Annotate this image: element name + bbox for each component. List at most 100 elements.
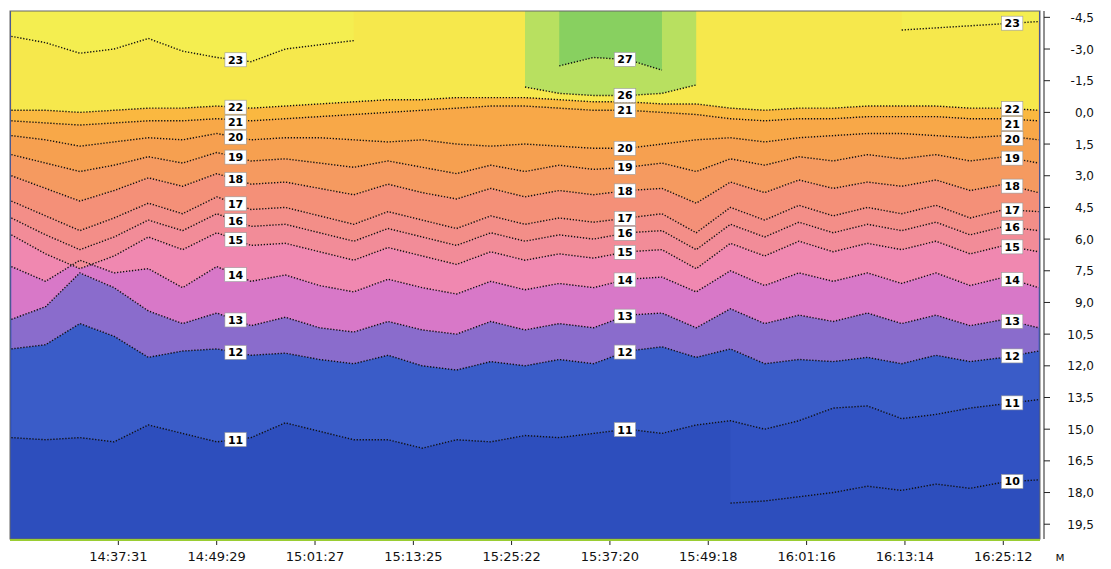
isotherm-label: 22 <box>225 100 246 114</box>
isotherm-area <box>11 11 1038 112</box>
isotherm-line <box>11 400 1038 449</box>
label-box <box>225 345 246 359</box>
isotherm-label: 14 <box>225 268 247 282</box>
isotherm-label-text: 11 <box>1005 397 1020 410</box>
y-tick-label: 3,0 <box>1075 169 1094 183</box>
isotherm-label-text: 20 <box>1005 133 1021 146</box>
label-box <box>225 214 247 228</box>
y-tick-label: 0,0 <box>1075 106 1094 120</box>
isotherm-area <box>525 11 696 95</box>
isotherm-label: 13 <box>225 313 246 327</box>
isotherm-label-text: 18 <box>228 173 243 186</box>
isotherm-label: 15 <box>614 245 635 259</box>
isotherm-area <box>11 11 1038 334</box>
y-tick-label: -4,5 <box>1071 11 1094 25</box>
isotherm-line <box>11 233 1038 269</box>
isotherm-line <box>525 85 696 96</box>
isotherm-label-text: 19 <box>228 151 243 164</box>
isotherm-line <box>11 106 1038 125</box>
isotherm-line <box>11 153 1038 174</box>
isotherm-label: 17 <box>225 197 246 211</box>
y-axis-title: м <box>1055 550 1064 564</box>
isotherm-label-text: 17 <box>1005 204 1020 217</box>
isotherm-label: 20 <box>1001 132 1023 146</box>
label-box <box>225 433 246 447</box>
x-tick <box>413 541 414 545</box>
isotherm-label-text: 15 <box>617 246 632 259</box>
label-box <box>614 273 636 287</box>
y-tick <box>1044 524 1050 525</box>
isotherm-label: 12 <box>1002 349 1023 363</box>
isotherm-label: 26 <box>614 88 636 102</box>
label-box <box>225 130 247 144</box>
label-box <box>1002 240 1023 254</box>
isotherm-label-text: 14 <box>1005 274 1021 287</box>
isotherm-label: 27 <box>614 52 635 66</box>
x-tick <box>1003 541 1004 545</box>
isotherm-label-text: 16 <box>1005 221 1021 234</box>
isotherm-label: 19 <box>614 160 635 174</box>
y-tick <box>1044 334 1050 335</box>
label-box <box>1002 349 1023 363</box>
x-axis: 14:37:3114:49:2915:01:2715:13:2515:25:22… <box>89 541 1032 564</box>
isotherm-label: 22 <box>1002 102 1023 116</box>
isotherm-label: 23 <box>225 53 246 67</box>
isotherm-line <box>730 480 1038 503</box>
label-box <box>1001 474 1023 488</box>
x-tick <box>609 541 610 545</box>
label-box <box>1002 102 1023 116</box>
isotherm-area <box>11 11 1038 448</box>
label-box <box>1002 396 1023 410</box>
label-box <box>614 423 635 437</box>
y-tick-label: 4,5 <box>1075 201 1094 215</box>
y-tick-label: 6,0 <box>1075 233 1094 247</box>
isotherm-area <box>11 11 1038 174</box>
isotherm-label: 11 <box>1002 396 1023 410</box>
bottom-edge <box>10 539 1040 541</box>
plot-background <box>10 11 1040 539</box>
isotherm-area <box>11 11 1038 269</box>
isotherm-label: 21 <box>614 103 635 117</box>
x-tick <box>904 541 905 545</box>
isotherm-label-text: 13 <box>228 314 243 327</box>
y-tick-label: 19,5 <box>1067 518 1094 532</box>
y-tick-label: 18,0 <box>1067 486 1094 500</box>
isotherm-line <box>559 57 662 70</box>
label-box <box>225 268 247 282</box>
label-box <box>1002 314 1023 328</box>
y-tick <box>1044 207 1050 208</box>
label-box <box>1001 132 1023 146</box>
y-tick-label: 16,5 <box>1067 454 1094 468</box>
isotherm-label: 15 <box>1002 240 1023 254</box>
isotherm-label-text: 14 <box>617 274 633 287</box>
y-tick-label: 9,0 <box>1075 296 1094 310</box>
x-tick-label: 16:13:14 <box>876 549 934 564</box>
isotherm-label-text: 11 <box>228 434 243 447</box>
label-box <box>614 52 635 66</box>
y-tick <box>1044 397 1050 398</box>
chart: -4,5-3,0-1,50,01,53,04,56,07,59,010,512,… <box>0 0 1111 569</box>
isotherm-area <box>11 11 1038 370</box>
isotherm-label: 20 <box>614 141 636 155</box>
isotherm-label-text: 12 <box>617 346 632 359</box>
isotherm-line <box>11 260 1038 294</box>
isotherm-label-text: 17 <box>228 198 243 211</box>
isotherm-label: 18 <box>614 184 635 198</box>
label-box <box>1002 117 1023 131</box>
isotherm-label: 16 <box>1001 220 1023 234</box>
isotherm-label-text: 12 <box>228 346 243 359</box>
isotherm-area <box>11 11 1038 294</box>
y-tick <box>1044 365 1050 366</box>
label-box <box>1002 151 1023 165</box>
y-tick-label: 10,5 <box>1067 328 1094 342</box>
x-tick <box>216 541 217 545</box>
isotherm-label: 19 <box>225 150 246 164</box>
y-tick <box>1044 429 1050 430</box>
label-box <box>225 150 246 164</box>
label-box <box>614 103 635 117</box>
isotherm-label-text: 18 <box>617 185 632 198</box>
isotherm-label-text: 14 <box>228 269 244 282</box>
isotherm-label-text: 21 <box>1005 118 1020 131</box>
isotherm-label-text: 12 <box>1005 350 1020 363</box>
x-tick-label: 16:01:16 <box>777 549 835 564</box>
